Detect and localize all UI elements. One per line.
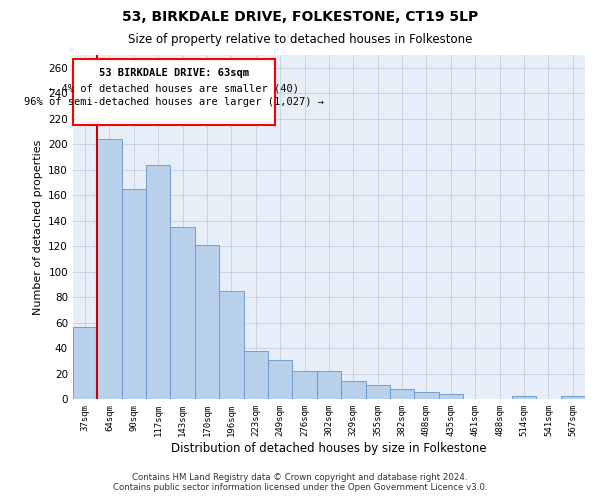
Text: Size of property relative to detached houses in Folkestone: Size of property relative to detached ho… (128, 32, 472, 46)
Bar (439, 394, 463, 400)
Bar (219, 291, 244, 400)
Bar (560, 396, 585, 400)
Bar (317, 372, 341, 400)
Bar (244, 351, 268, 400)
Bar (73, 326, 97, 400)
Text: 53, BIRKDALE DRIVE, FOLKESTONE, CT19 5LP: 53, BIRKDALE DRIVE, FOLKESTONE, CT19 5LP (122, 10, 478, 24)
Bar (365, 386, 390, 400)
X-axis label: Distribution of detached houses by size in Folkestone: Distribution of detached houses by size … (171, 442, 487, 455)
Bar (341, 382, 365, 400)
Bar (146, 164, 170, 400)
Bar (170, 227, 195, 400)
Bar (97, 139, 122, 400)
Text: Contains HM Land Registry data © Crown copyright and database right 2024.
Contai: Contains HM Land Registry data © Crown c… (113, 473, 487, 492)
Bar (268, 360, 292, 400)
Bar (414, 392, 439, 400)
Bar (390, 389, 414, 400)
Text: 53 BIRKDALE DRIVE: 63sqm: 53 BIRKDALE DRIVE: 63sqm (100, 68, 250, 78)
Bar (195, 245, 219, 400)
Y-axis label: Number of detached properties: Number of detached properties (33, 140, 43, 315)
Text: 96% of semi-detached houses are larger (1,027) →: 96% of semi-detached houses are larger (… (25, 97, 325, 107)
Bar (122, 189, 146, 400)
Text: ← 4% of detached houses are smaller (40): ← 4% of detached houses are smaller (40) (49, 83, 299, 93)
Bar (512, 396, 536, 400)
Bar (292, 372, 317, 400)
Bar (73, 59, 275, 125)
